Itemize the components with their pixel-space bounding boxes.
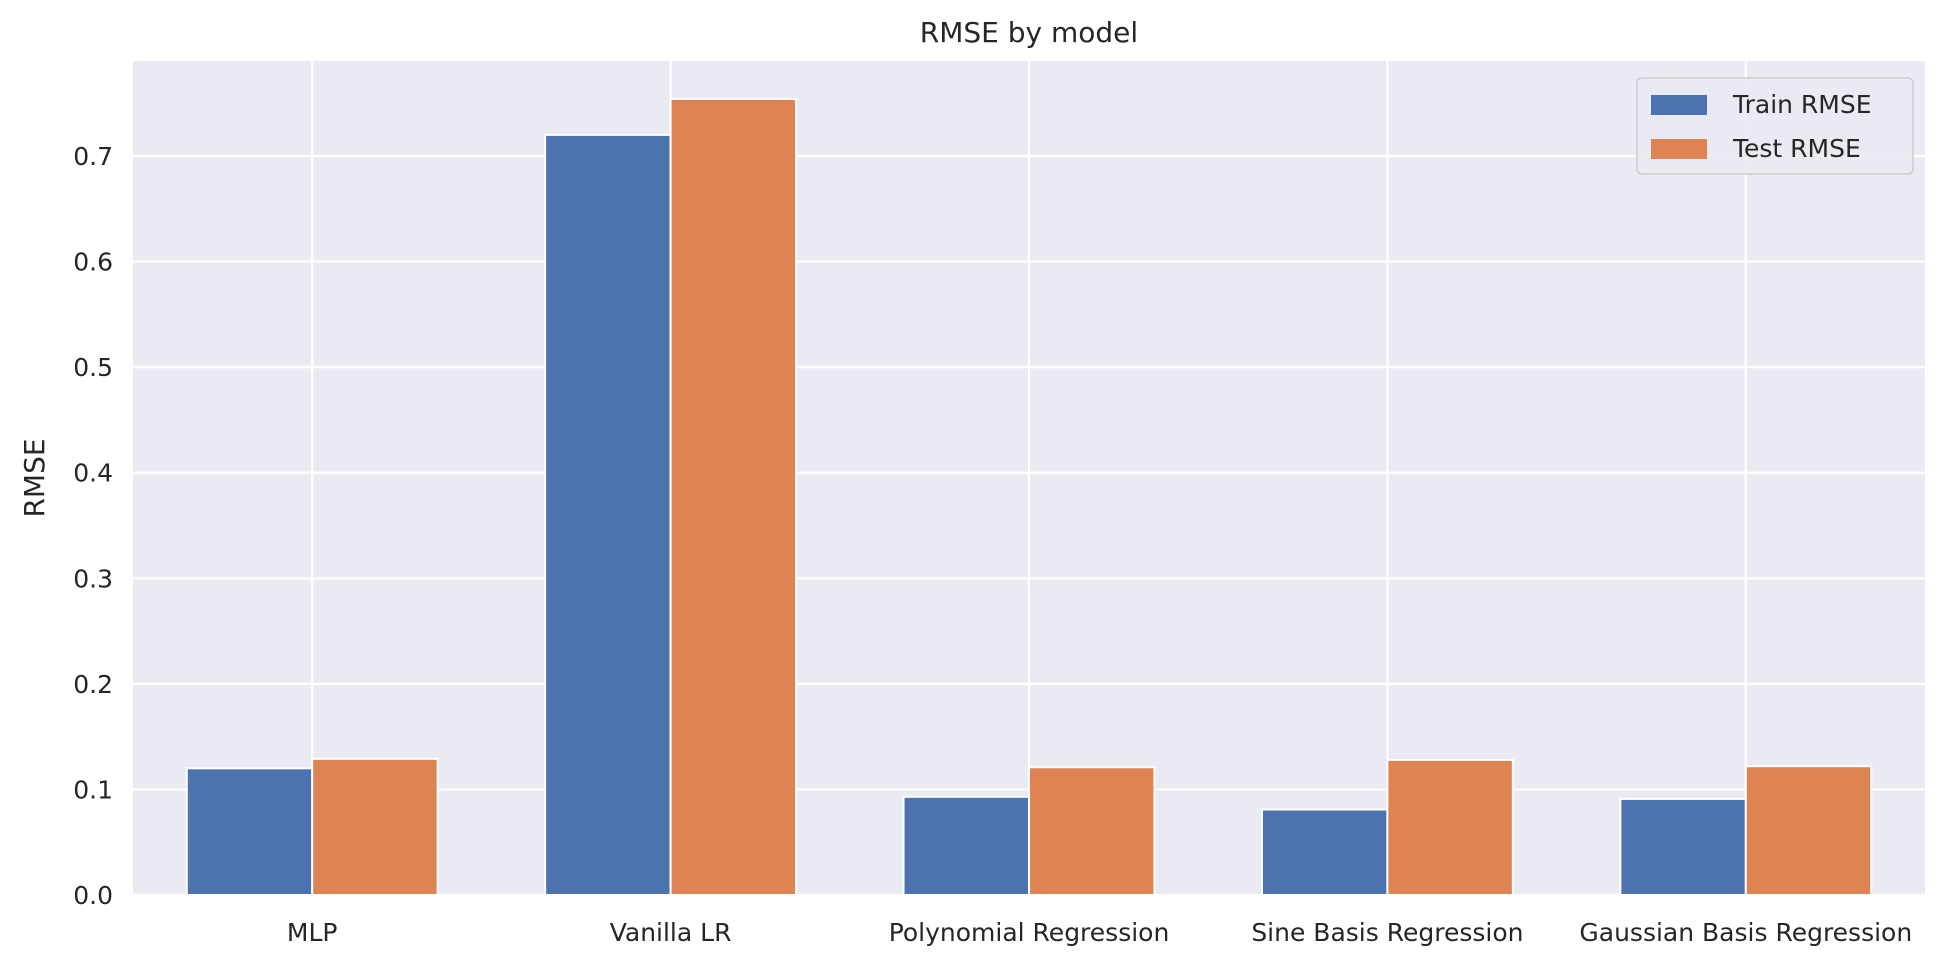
x-tick-label: Sine Basis Regression bbox=[1251, 918, 1523, 947]
bar-test-rmse bbox=[311, 757, 439, 896]
bar-test-rmse bbox=[1744, 765, 1873, 897]
y-tick-label: 0.4 bbox=[73, 459, 113, 488]
legend-swatch bbox=[1651, 95, 1707, 115]
x-tick-label: Polynomial Regression bbox=[889, 918, 1170, 947]
legend-swatch bbox=[1651, 139, 1707, 159]
y-tick-label: 0.1 bbox=[73, 775, 113, 804]
x-tick-label: Vanilla LR bbox=[610, 918, 732, 947]
y-tick-labels: 0.0 0.1 0.2 0.3 0.4 0.5 0.6 0.7 bbox=[73, 142, 113, 910]
legend: Train RMSE Test RMSE bbox=[1636, 77, 1914, 175]
bar-train-rmse bbox=[185, 767, 314, 897]
legend-label: Test RMSE bbox=[1732, 134, 1861, 163]
y-tick-label: 0.0 bbox=[73, 881, 113, 910]
y-tick-label: 0.3 bbox=[73, 564, 113, 593]
bar-train-rmse bbox=[902, 795, 1030, 896]
x-tick-label: Gaussian Basis Regression bbox=[1579, 918, 1912, 947]
y-tick-label: 0.7 bbox=[73, 142, 113, 171]
y-axis-label: RMSE bbox=[18, 438, 51, 517]
chart-title: RMSE by model bbox=[920, 16, 1138, 49]
y-tick-label: 0.5 bbox=[73, 353, 113, 382]
bar-test-rmse bbox=[1028, 766, 1156, 896]
bar-test-rmse bbox=[1386, 758, 1514, 897]
bar-train-rmse bbox=[544, 133, 672, 896]
x-tick-labels: MLP Vanilla LR Polynomial Regression Sine B… bbox=[287, 918, 1912, 947]
bar-train-rmse bbox=[1260, 808, 1389, 896]
x-tick-label: MLP bbox=[287, 918, 338, 947]
bars bbox=[185, 98, 1873, 897]
bar-test-rmse bbox=[669, 98, 798, 896]
bar-train-rmse bbox=[1619, 797, 1747, 896]
y-tick-label: 0.2 bbox=[73, 670, 113, 699]
y-tick-label: 0.6 bbox=[73, 248, 113, 277]
legend-label: Train RMSE bbox=[1732, 90, 1872, 119]
